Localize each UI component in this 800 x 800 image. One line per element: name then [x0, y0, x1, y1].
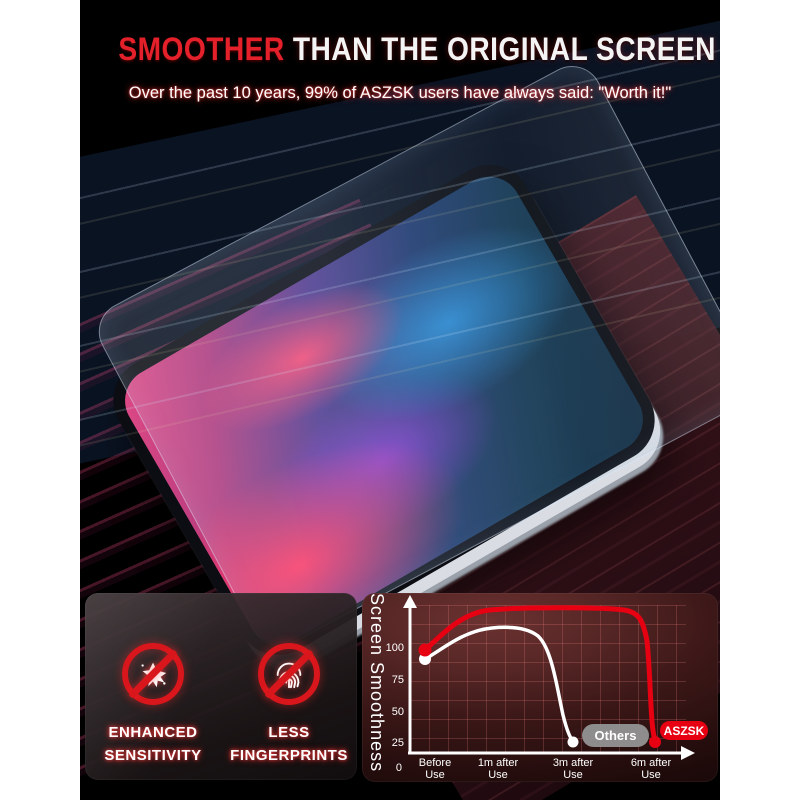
chart-svg: 100 75 50 25 0 Before Use 1m after Use 3… [386, 595, 695, 781]
y-tick-0: 0 [396, 762, 402, 774]
series-others-line [423, 625, 575, 743]
x-tick-3m-l1: 3m after [553, 757, 594, 769]
y-axis-arrow-icon [403, 595, 417, 608]
x-tick-6m-l1: 6m after [631, 757, 672, 769]
y-tick-75: 75 [392, 674, 404, 686]
title-rest: THAN THE ORIGINAL SCREEN [284, 31, 716, 67]
aszsk-start-dot [418, 643, 432, 657]
x-axis-arrow-icon [681, 746, 695, 760]
y-tick-25: 25 [392, 737, 404, 749]
artwork: SMOOTHER THAN THE ORIGINAL SCREEN Over t… [80, 0, 720, 800]
others-end-dot [567, 736, 579, 748]
page-title: SMOOTHER THAN THE ORIGINAL SCREEN [118, 31, 715, 68]
x-tick-1m-l1: 1m after [478, 757, 519, 769]
smoothness-chart-panel: Screen Smoothness 100 75 50 25 0 Before … [362, 593, 718, 782]
x-tick-3m-l2: Use [563, 769, 583, 781]
others-label-pill: Others [582, 724, 649, 747]
y-tick-50: 50 [392, 706, 404, 718]
feature-enhanced-sensitivity: ENHANCED SENSITIVITY [85, 643, 221, 780]
y-tick-100: 100 [386, 642, 404, 654]
prohibition-circle [122, 643, 184, 705]
feature-less-fingerprints: LESS FINGERPRINTS [221, 643, 357, 780]
aszsk-label-pill: ASZSK [660, 721, 708, 740]
x-tick-6m-l2: Use [641, 769, 661, 781]
feature-label-line2: SENSITIVITY [104, 747, 202, 765]
subtitle: Over the past 10 years, 99% of ASZSK use… [128, 84, 672, 102]
features-panel: ENHANCED SENSITIVITY [85, 593, 357, 780]
feature-label: ENHANCED SENSITIVITY [104, 721, 201, 768]
feature-label: LESS FINGERPRINTS [230, 721, 348, 768]
feature-label-line1: ENHANCED [108, 724, 198, 741]
x-tick-before-l1: Before [419, 757, 451, 769]
others-start-dot [419, 653, 431, 665]
x-tick-before-l2: Use [425, 769, 445, 781]
feature-label-line1: LESS [268, 724, 310, 741]
chart-y-axis-label: Screen Smoothness [367, 593, 387, 773]
x-tick-1m-l2: Use [488, 769, 508, 781]
feature-label-line2: FINGERPRINTS [230, 747, 348, 765]
title-highlight: SMOOTHER [118, 31, 285, 67]
aszsk-end-dot [649, 736, 661, 748]
prohibition-circle [258, 643, 320, 705]
series-aszsk-line [422, 605, 658, 743]
